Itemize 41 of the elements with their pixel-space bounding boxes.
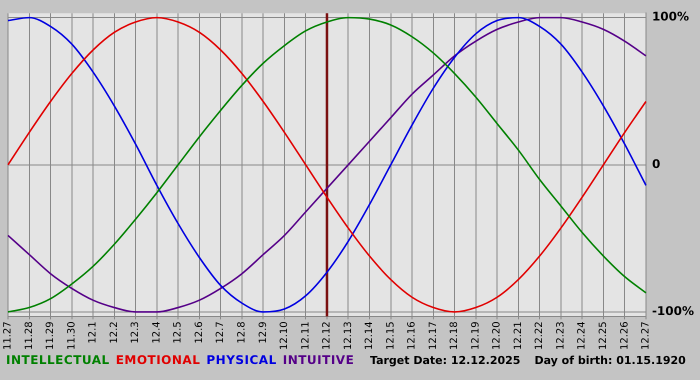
x-tick-label: 11.29 [45, 321, 56, 350]
x-tick-label: 12.22 [534, 321, 546, 350]
x-tick-label: 12.4 [151, 321, 162, 344]
x-tick-label: 12.9 [258, 321, 269, 344]
x-tick-label: 12.26 [619, 321, 630, 350]
x-tick-label: 12.14 [364, 321, 376, 350]
x-tick-label: 12.17 [428, 321, 439, 350]
x-tick-label: 12.21 [512, 321, 524, 350]
x-tick-label: 12.6 [194, 321, 205, 344]
x-tick-label: 12.13 [342, 321, 354, 350]
x-tick-label: 12.3 [130, 321, 142, 344]
x-tick-label: 12.1 [88, 321, 99, 344]
x-tick-label: 12.12 [322, 321, 333, 350]
text: Day of birth: 01.15.1920 [534, 354, 686, 367]
x-tick-label: 11.30 [66, 321, 78, 350]
x-tick-label: 12.8 [236, 321, 248, 344]
y-tick-label: 100% [652, 10, 690, 24]
x-tick-label: 12.5 [172, 321, 184, 344]
x-tick-label: 11.28 [24, 321, 35, 350]
x-tick-label: 12.10 [279, 321, 290, 350]
x-tick-label: 12.18 [449, 321, 460, 350]
x-tick-label: 12.20 [492, 321, 503, 350]
x-tick-label: 12.19 [470, 321, 482, 350]
x-tick-label: 12.15 [385, 321, 396, 350]
x-tick-label: 12.16 [406, 321, 418, 350]
x-tick-label: 12.11 [300, 321, 312, 350]
text: INTELLECTUAL [6, 353, 110, 367]
text: EMOTIONAL [116, 353, 200, 367]
x-tick-label: 12.24 [576, 321, 588, 350]
text: Target Date: 12.12.2025 [370, 354, 520, 367]
y-tick-label: -100% [652, 304, 694, 318]
x-tick-label: 12.2 [108, 321, 120, 344]
x-tick-label: 12.25 [598, 321, 610, 350]
x-tick-label: 12.7 [215, 321, 226, 344]
text: INTUITIVE [282, 353, 354, 367]
x-tick-label: 12.23 [555, 321, 566, 350]
line-series [7, 16, 647, 313]
text: PHYSICAL [206, 353, 277, 367]
x-tick-label: 11.27 [2, 321, 14, 350]
x-tick-label: 12.27 [640, 321, 652, 350]
y-tick-label: 0 [652, 156, 660, 171]
